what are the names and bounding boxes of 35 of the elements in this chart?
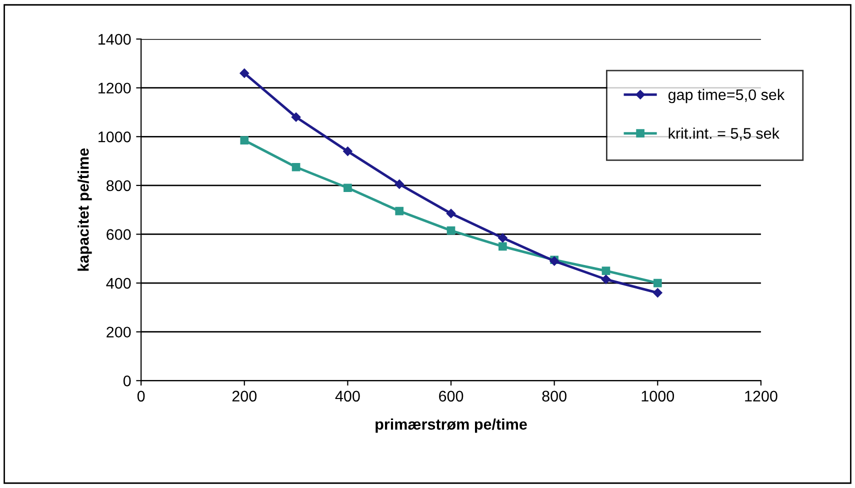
x-tick-label: 400 [335,390,360,402]
point [395,206,404,216]
point [240,68,250,78]
x-tick-label: 1000 [642,390,674,402]
y-axis-title: kapacitet pe/time [78,148,92,271]
y-tick-label: 1400 [98,34,131,45]
legend-label: gap time=5,0 sek [668,88,785,104]
y-tick-label: 200 [106,326,131,338]
point [292,162,300,172]
y-tick-label: 1000 [98,132,131,142]
point [394,180,404,189]
legend-label: krit.int. = 5,5 sek [668,128,780,141]
x-tick-label: 200 [232,390,257,402]
point [343,146,352,156]
x-axis-title: primærstrøm pe/time [376,418,527,433]
point [344,184,352,192]
point [653,288,662,298]
y-tick-label: 400 [106,278,131,289]
point [291,112,301,122]
y-tick-label: 600 [106,229,131,240]
y-tick-label: 0 [123,376,131,386]
point [498,233,508,243]
point [653,278,662,288]
x-tick-label: 1200 [745,390,778,402]
x-tick-label: 0 [137,390,145,402]
point [446,226,456,235]
point [446,208,456,218]
y-tick-label: 800 [106,180,131,192]
y-tick-label: 1200 [98,82,131,94]
point [602,266,610,276]
point [601,274,611,284]
x-tick-label: 800 [542,390,566,402]
point [498,242,507,251]
x-tick-label: 600 [439,390,464,402]
point [240,136,249,144]
